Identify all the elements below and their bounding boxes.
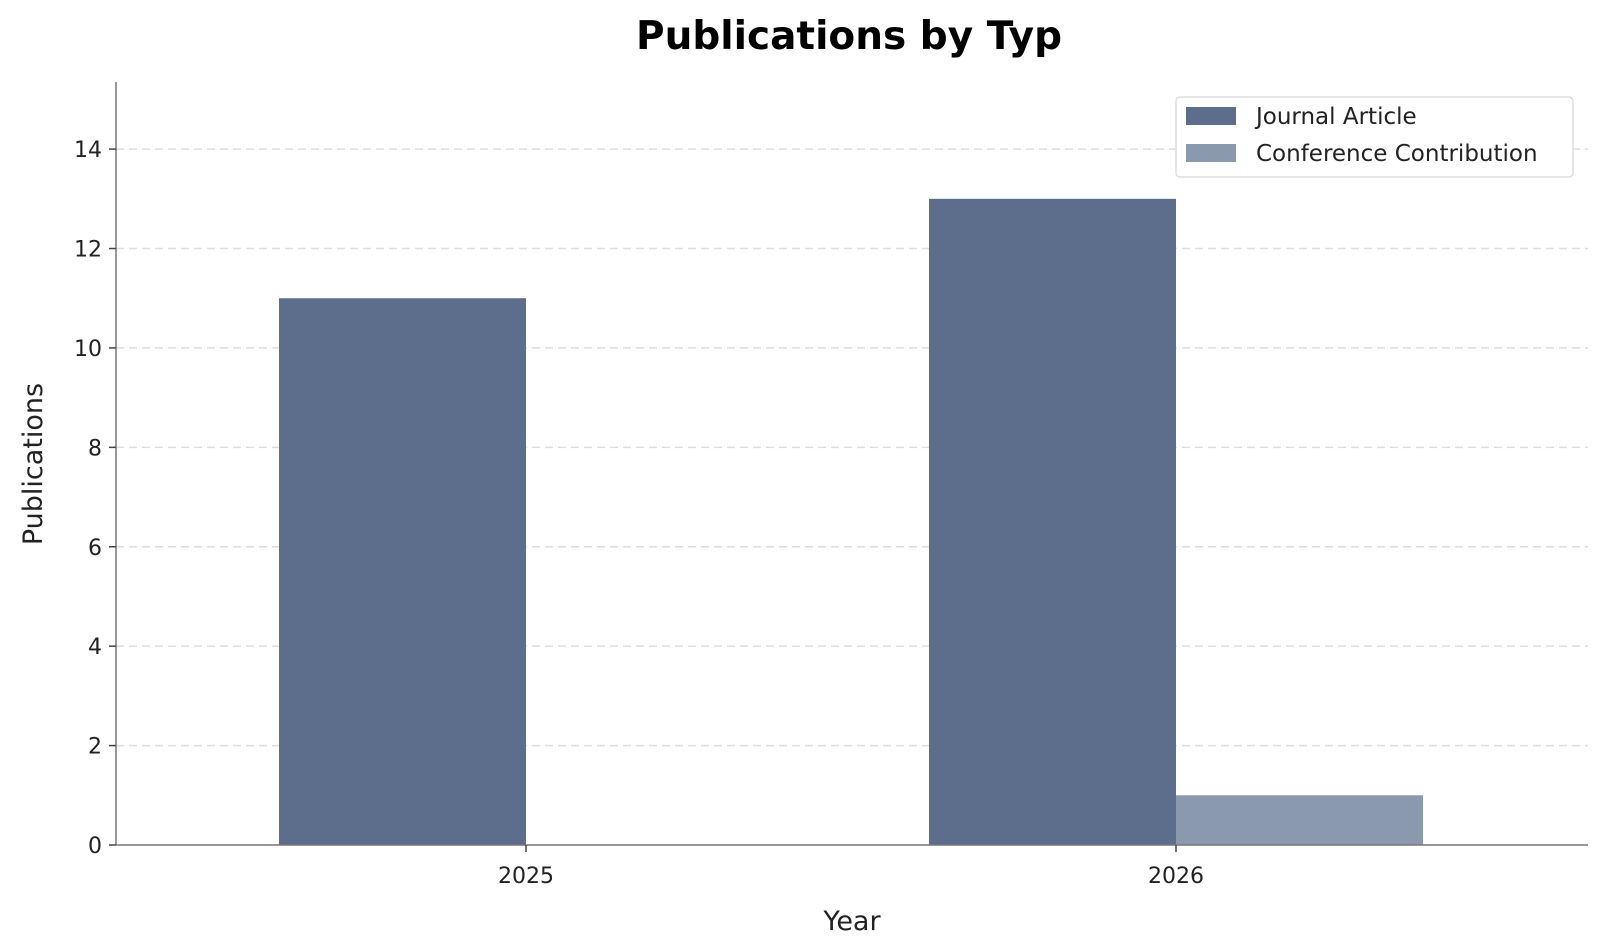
y-tick-label-10: 10 [74, 337, 102, 362]
y-tick-label-6: 6 [88, 536, 102, 561]
y-tick-label-0: 0 [88, 834, 102, 859]
legend-label-journal-article: Journal Article [1254, 104, 1417, 130]
y-tick-label-2: 2 [88, 735, 102, 760]
x-tick-label-2026: 2026 [1148, 864, 1204, 889]
bar-conference-contribution-2026 [1176, 795, 1423, 845]
y-tick-label-12: 12 [74, 238, 102, 263]
bar-journal-article-2025 [279, 298, 526, 846]
legend-box [1175, 96, 1574, 178]
bar-journal-article-2026 [929, 198, 1176, 845]
legend-label-conference-contribution: Conference Contribution [1256, 141, 1538, 167]
chart-title: Publications by Typ [636, 14, 1062, 59]
x-tick-label-2025: 2025 [498, 864, 554, 889]
x-axis-label: Year [822, 906, 881, 937]
y-axis-ticks: 0 2 4 6 8 10 12 14 [74, 138, 116, 859]
legend-swatch-journal-article [1186, 107, 1236, 125]
legend: Journal Article Conference Contribution [1175, 96, 1574, 178]
x-axis-ticks: 2025 2026 [498, 845, 1204, 889]
bars [279, 198, 1423, 846]
y-axis-label: Publications [18, 383, 49, 545]
y-tick-label-8: 8 [88, 436, 102, 461]
y-tick-label-14: 14 [74, 138, 102, 163]
y-tick-label-4: 4 [88, 635, 102, 660]
legend-swatch-conference-contribution [1186, 144, 1236, 162]
